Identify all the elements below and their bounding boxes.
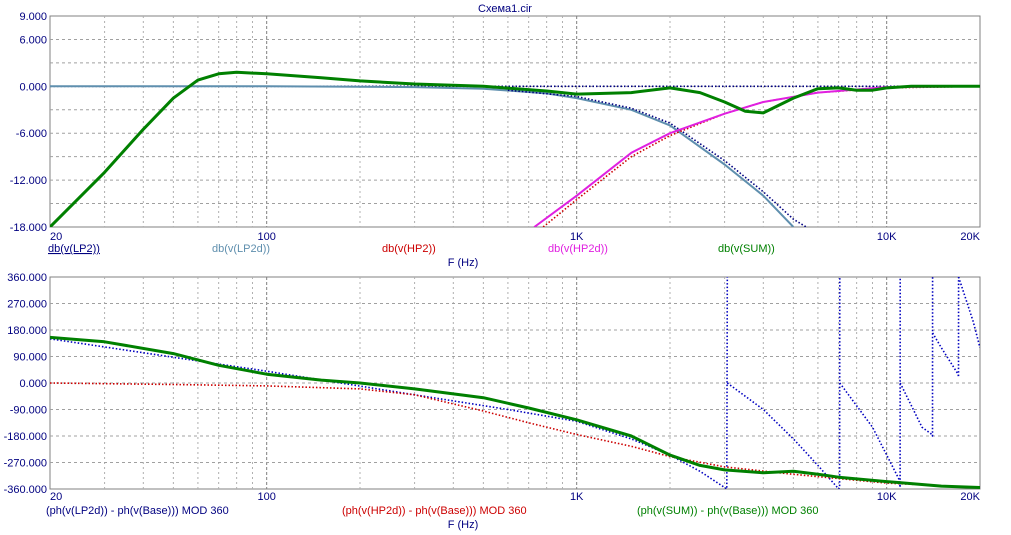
y-tick-label: -90.000 — [10, 405, 47, 417]
grid — [50, 16, 980, 227]
x-tick-label: 20K — [960, 231, 980, 243]
x-tick-label: 20 — [50, 491, 62, 503]
y-tick-label: 270.000 — [7, 299, 47, 311]
y-tick-label: -360.000 — [4, 484, 47, 496]
series-line — [50, 85, 795, 227]
y-tick-label: -270.000 — [4, 458, 47, 470]
y-tick-label: -180.000 — [4, 431, 47, 443]
x-tick-label: 1K — [570, 491, 584, 503]
legend-label: db(v(LP2)) — [48, 243, 100, 255]
x-axis-label: F (Hz) — [448, 257, 479, 269]
legend-label: db(v(HP2d)) — [548, 243, 608, 255]
window-title: Схема1.cir — [478, 3, 532, 15]
legend-label: (ph(v(SUM)) - ph(v(Base))) MOD 360 — [637, 505, 819, 517]
x-tick-label: 100 — [258, 491, 276, 503]
y-tick-label: 360.000 — [7, 272, 47, 284]
legend-label: db(v(LP2d)) — [212, 243, 270, 255]
y-tick-label: -12.000 — [10, 175, 47, 187]
y-tick-label: -6.000 — [16, 128, 47, 140]
y-tick-label: 180.000 — [7, 325, 47, 337]
grid — [50, 277, 980, 489]
legend-label: (ph(v(HP2d)) - ph(v(Base))) MOD 360 — [342, 505, 527, 517]
x-tick-label: 100 — [258, 231, 276, 243]
x-tick-label: 10K — [877, 231, 897, 243]
series-line — [533, 85, 980, 227]
x-axis-label: F (Hz) — [448, 519, 479, 531]
series-line — [50, 277, 980, 489]
series-line — [50, 382, 980, 489]
phase-plot: 360.000 270.000 180.000 90.000 0.000 -90.000 -… — [4, 272, 981, 531]
series-line — [50, 335, 980, 489]
y-tick-label: 6.000 — [19, 34, 47, 46]
x-tick-label: 1K — [570, 231, 584, 243]
y-tick-label: 0.000 — [19, 378, 47, 390]
series-line — [50, 70, 980, 227]
series-group — [50, 70, 980, 227]
x-tick-label: 20K — [960, 491, 980, 503]
x-tick-label: 10K — [877, 491, 897, 503]
legend-label: db(v(HP2)) — [382, 243, 436, 255]
plot-frame — [49, 15, 981, 228]
y-tick-label: 0.000 — [19, 81, 47, 93]
series-group — [50, 277, 980, 489]
legend-label: (ph(v(LP2d)) - ph(v(Base))) MOD 360 — [46, 505, 229, 517]
y-tick-label: 9.000 — [19, 11, 47, 23]
legend-label: db(v(SUM)) — [718, 243, 775, 255]
x-tick-label: 20 — [50, 231, 62, 243]
y-tick-label: 90.000 — [13, 352, 47, 364]
series-line — [507, 89, 807, 227]
y-tick-label: -18.000 — [10, 222, 47, 234]
